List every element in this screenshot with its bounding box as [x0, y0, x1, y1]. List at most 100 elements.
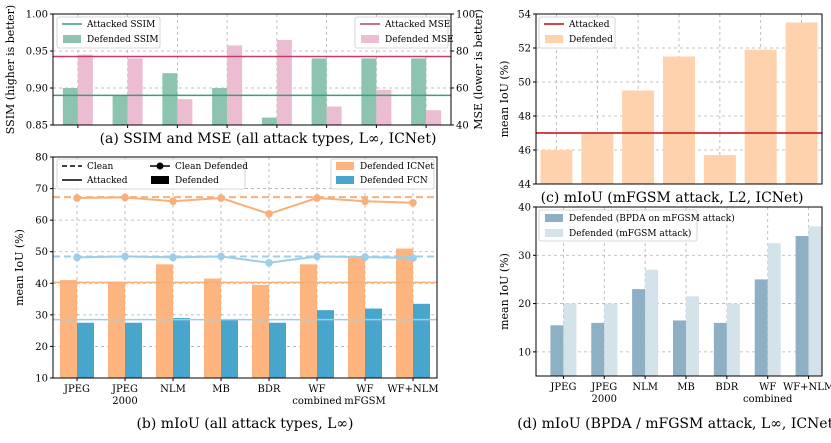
d-bar-defended-mfgsm — [686, 296, 699, 376]
b-legend-icnet-swatch — [336, 162, 354, 170]
b-bar-defended-icnet — [300, 264, 317, 378]
c-bar-defended — [622, 90, 655, 184]
b-bar-defended-icnet — [156, 264, 173, 378]
b-bar-defended-fcn — [173, 318, 190, 378]
b-marker-clean-defended-fcn — [265, 258, 273, 267]
a-bar-defended-mse — [177, 99, 193, 125]
a-legend-defended-ssim-swatch — [63, 35, 81, 43]
b-ytick-label: 50 — [35, 247, 48, 258]
b-marker-clean-defended-icnet — [73, 194, 81, 202]
b-marker-clean-defended-icnet — [217, 194, 225, 202]
c-bar-defended — [744, 49, 777, 185]
b-xtick-label: WF — [356, 384, 373, 395]
a-bar-defended-mse — [326, 106, 342, 125]
b-xtick-label: mFGSM — [344, 396, 386, 407]
d-bar-defended-mfgsm — [645, 269, 659, 376]
b-marker-clean-defended-fcn — [217, 252, 225, 261]
d-legend-box — [538, 209, 698, 242]
a-ylabel-right: MSE (lower is better) — [472, 9, 485, 130]
b-ytick-label: 70 — [35, 184, 48, 195]
b-legend-defended: Defended — [175, 176, 219, 186]
b-ylabel: mean IoU (%) — [13, 229, 26, 306]
b-xtick-label: JPEG — [111, 384, 138, 395]
d-bar-defended-bpda — [632, 289, 646, 376]
d-bar-defended-mfgsm — [767, 243, 781, 376]
b-legend-attacked: Attacked — [86, 176, 128, 186]
d-legend-mfgsm: Defended (mFGSM attack) — [569, 228, 691, 239]
d-bar-defended-mfgsm — [808, 226, 822, 376]
a-legend-defended-ssim: Defended SSIM — [87, 35, 159, 45]
b-bar-defended-fcn — [317, 310, 334, 378]
d-bar-defended-mfgsm — [563, 303, 577, 376]
d-xtick-label: JPEG — [590, 382, 617, 393]
d-ylabel: mean IoU (%) — [498, 253, 511, 330]
d-ytick-label: 20 — [518, 299, 531, 310]
d-xtick-label: 2000 — [592, 394, 617, 405]
c-ytick-label: 54 — [518, 10, 531, 21]
b-legend-icnet: Defended ICNet — [360, 162, 434, 172]
a-ytick-label-right: 100 — [456, 10, 475, 21]
b-ytick-label: 60 — [35, 216, 48, 227]
c-legend-defended-swatch — [545, 35, 563, 43]
b-legend-left-box — [56, 158, 246, 190]
d-xtick-label: WF — [759, 382, 776, 393]
b-legend-fcn: Defended FCN — [360, 176, 428, 186]
b-ytick-label: 40 — [35, 279, 48, 290]
b-marker-clean-defended-icnet — [169, 197, 177, 205]
d-bar-defended-mfgsm — [604, 303, 618, 376]
a-ytick-label-right: 40 — [456, 121, 469, 132]
c-caption: (c) mIoU (mFGSM attack, L2, ICNet) — [541, 190, 804, 206]
a-legend-left-box — [56, 16, 161, 49]
b-bar-defended-icnet — [108, 281, 125, 378]
a-bar-defended-ssim — [112, 95, 128, 125]
d-bar-defended-bpda — [673, 320, 686, 376]
b-xtick-label: NLM — [160, 384, 186, 395]
d-bar-defended-bpda — [795, 235, 809, 376]
d-xtick-label: WF+NLM — [783, 382, 831, 393]
b-marker-clean-defended-fcn — [409, 254, 417, 262]
c-bar-defended — [785, 22, 818, 184]
d-legend-bpda-swatch — [545, 214, 563, 222]
c-plot-frame — [535, 13, 823, 185]
a-bar-defended-ssim — [361, 58, 377, 125]
d-xtick-label: MB — [677, 382, 695, 393]
b-line-clean-defended-icnet — [76, 196, 414, 215]
b-legend-fcn-swatch — [336, 176, 354, 184]
b-legend-clean-defended-swatch-marker — [156, 162, 164, 170]
b-xtick-label: BDR — [258, 384, 281, 395]
b-xtick-label: 2000 — [112, 396, 137, 407]
a-ytick-label-right: 60 — [456, 84, 469, 95]
a-bar-defended-ssim — [261, 117, 277, 125]
c-bar-defended — [703, 155, 736, 184]
b-xtick-label: MB — [212, 384, 230, 395]
b-ytick-label: 30 — [35, 310, 48, 321]
a-ytick-label-left: 0.90 — [26, 84, 48, 95]
b-legend-clean-defended: Clean Defended — [175, 162, 248, 172]
b-plot-frame — [52, 156, 438, 379]
d-bar-defended-mfgsm — [726, 303, 740, 376]
b-marker-clean-defended-fcn — [169, 253, 177, 262]
b-bar-defended-fcn — [77, 322, 94, 378]
a-bar-defended-ssim — [162, 73, 178, 125]
d-xtick-label: JPEG — [549, 382, 576, 393]
b-line-clean-defended-fcn — [76, 255, 414, 264]
b-bar-defended-fcn — [125, 322, 142, 378]
a-bar-defended-mse — [227, 45, 243, 126]
c-bar-defended — [663, 56, 695, 184]
d-bar-defended-bpda — [591, 322, 605, 376]
b-xtick-label: WF+NLM — [387, 384, 438, 395]
d-bar-defended-bpda — [713, 322, 727, 376]
b-bar-defended-fcn — [269, 322, 286, 378]
d-ytick-label: 10 — [518, 347, 531, 358]
d-xtick-label: NLM — [632, 382, 658, 393]
b-marker-clean-defended-fcn — [73, 253, 81, 262]
d-plot-frame — [535, 206, 823, 377]
a-bar-defended-mse — [376, 89, 392, 125]
b-bar-defended-fcn — [365, 308, 382, 378]
a-bar-defended-mse — [426, 110, 442, 125]
b-ytick-label: 10 — [35, 374, 48, 385]
b-legend-clean: Clean — [87, 162, 113, 172]
c-ytick-label: 48 — [518, 112, 531, 123]
d-caption: (d) mIoU (BPDA / mFGSM attack, L∞, ICNet… — [517, 416, 831, 432]
